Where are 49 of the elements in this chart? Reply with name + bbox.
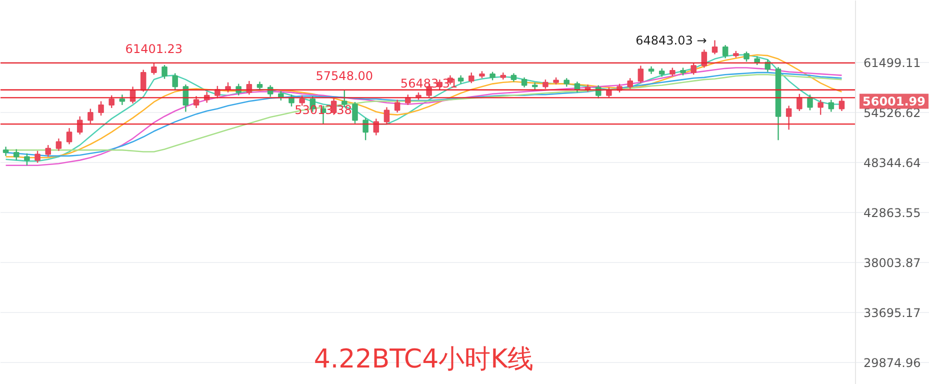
candlestick [818, 99, 824, 116]
candlestick [13, 148, 20, 161]
candlestick [744, 51, 750, 62]
candlestick [690, 62, 696, 76]
text: 4.22BTC4小时K线 [314, 344, 534, 374]
candlestick [66, 127, 72, 145]
candlestick [225, 82, 231, 94]
candlestick [34, 150, 40, 164]
candlestick [172, 72, 178, 90]
candlestick [796, 93, 802, 112]
candlestick [638, 65, 644, 84]
y-tick-label: 42863.55 [864, 206, 921, 220]
candlestick [162, 64, 168, 80]
candlestick [838, 98, 845, 112]
candlestick [24, 152, 30, 166]
candlestick [56, 138, 62, 152]
candlestick [394, 99, 400, 114]
candlestick [786, 105, 792, 130]
candlestick [151, 62, 157, 76]
candlestick [88, 108, 94, 124]
candlestick [828, 99, 834, 112]
ref-line-label: 61401.23 [125, 42, 183, 56]
candlestick [193, 95, 200, 109]
y-tick-label: 29874.96 [864, 356, 921, 370]
candlestick [119, 94, 126, 106]
candlestick [521, 76, 528, 88]
candlestick [627, 78, 633, 90]
annotation: 64843.03 → [636, 33, 707, 48]
y-tick-label: 48344.64 [864, 156, 921, 170]
candlestick [140, 69, 146, 92]
candlestick [352, 101, 358, 124]
candlestick [542, 78, 548, 90]
candlestick [76, 116, 83, 136]
text: 56001.99 [862, 94, 926, 109]
y-tick-label: 38003.87 [864, 256, 921, 270]
ref-line-label: 57548.00 [316, 68, 374, 83]
candlestick [722, 44, 728, 59]
candlestick [299, 94, 305, 106]
candlestick [384, 106, 390, 125]
candlestick [98, 100, 104, 116]
candlestick [2, 146, 9, 157]
candlestick [362, 117, 368, 141]
y-tick-label: 33695.17 [864, 306, 921, 320]
y-tick-label: 61499.11 [864, 56, 921, 70]
candlestick [45, 144, 51, 158]
candlestick [606, 86, 612, 98]
candlestick [108, 94, 114, 109]
candlestick [468, 72, 474, 84]
candlestick [712, 40, 718, 55]
